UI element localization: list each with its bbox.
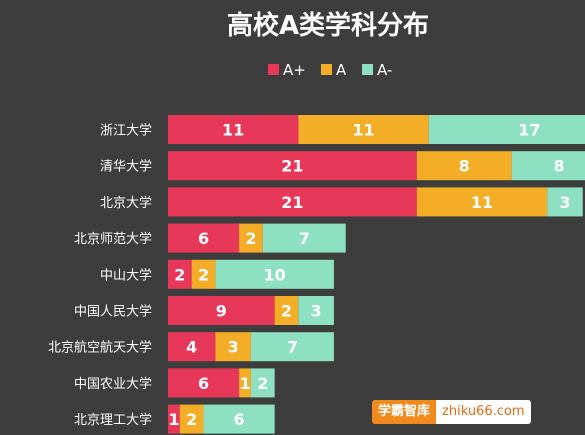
data-label: 2 xyxy=(245,229,256,248)
bar-segment xyxy=(168,296,275,325)
category-label: 北京大学 xyxy=(100,195,152,211)
bar-segment xyxy=(416,187,548,217)
legend-label-1: A xyxy=(336,61,347,79)
category-label: 北京师范大学 xyxy=(74,231,152,247)
data-label: 7 xyxy=(287,338,298,357)
legend-swatch-0 xyxy=(268,64,279,75)
data-label: 6 xyxy=(234,410,245,429)
category-label: 中国农业大学 xyxy=(74,376,152,392)
data-label: 10 xyxy=(264,265,286,284)
data-label: 2 xyxy=(281,302,292,321)
data-label: 1 xyxy=(168,410,179,429)
bar-segment xyxy=(298,296,334,325)
bar-segment xyxy=(179,404,204,434)
data-label: 21 xyxy=(281,157,303,176)
bar-segment xyxy=(168,332,216,362)
data-label: 2 xyxy=(174,265,185,284)
bar-segment xyxy=(250,332,334,362)
data-label: 3 xyxy=(311,302,322,321)
data-label: 11 xyxy=(471,193,493,212)
legend-swatch-2 xyxy=(362,64,373,75)
bar-segment xyxy=(416,151,512,181)
watermark-url: zhiku66.com xyxy=(436,400,531,424)
category-label: 中国人民大学 xyxy=(74,304,152,320)
data-label: 8 xyxy=(553,157,564,176)
bar-segment xyxy=(511,151,585,181)
bar-segment xyxy=(274,296,299,325)
category-label: 北京理工大学 xyxy=(74,412,152,428)
bar-segment xyxy=(262,223,346,253)
data-label: 11 xyxy=(352,121,374,140)
bar-segment xyxy=(239,223,263,253)
data-label: 8 xyxy=(459,157,470,176)
bar-segment xyxy=(168,223,240,253)
bar-segment xyxy=(239,368,251,398)
legend-swatch-1 xyxy=(321,64,332,75)
bar-segment xyxy=(215,332,251,362)
category-label: 浙江大学 xyxy=(100,123,152,139)
data-label: 2 xyxy=(257,374,268,393)
bar-segment xyxy=(428,115,585,144)
data-label: 11 xyxy=(222,121,244,140)
data-label: 17 xyxy=(518,121,540,140)
chart-title: 高校A类学科分布 xyxy=(227,10,429,41)
bar-segment xyxy=(191,259,216,289)
category-label: 清华大学 xyxy=(100,159,152,175)
watermark-badge: 学霸智库 zhiku66.com xyxy=(372,400,531,424)
data-label: 9 xyxy=(216,302,227,321)
bar-segment xyxy=(168,151,417,181)
data-label: 6 xyxy=(198,229,209,248)
bar-segment xyxy=(298,115,429,144)
legend-label-2: A- xyxy=(377,61,392,79)
bar-segment xyxy=(168,259,192,289)
data-label: 2 xyxy=(198,265,209,284)
bar-segment xyxy=(168,115,299,144)
data-label: 2 xyxy=(186,410,197,429)
data-label: 1 xyxy=(239,374,250,393)
watermark-brand: 学霸智库 xyxy=(372,400,437,424)
bar-segment xyxy=(203,404,275,434)
bar-segment xyxy=(168,368,240,398)
category-label: 北京航空航天大学 xyxy=(48,340,152,356)
bar-segment xyxy=(215,259,334,289)
data-label: 3 xyxy=(228,338,239,357)
bar-segment xyxy=(168,404,180,434)
bar-segment xyxy=(547,187,583,217)
data-label: 4 xyxy=(186,338,197,357)
category-label: 中山大学 xyxy=(100,267,152,283)
bar-segment xyxy=(250,368,275,398)
data-label: 7 xyxy=(299,229,310,248)
data-label: 6 xyxy=(198,374,209,393)
data-label: 21 xyxy=(281,193,303,212)
legend-label-0: A+ xyxy=(283,61,306,79)
data-label: 3 xyxy=(559,193,570,212)
bar-segment xyxy=(168,187,417,217)
